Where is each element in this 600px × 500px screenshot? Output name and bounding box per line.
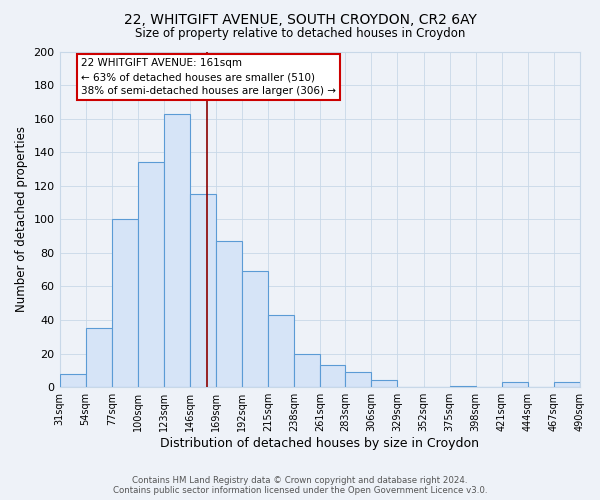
Bar (164, 114, 190, 387)
Bar (190, 194, 216, 387)
Bar (86, 328, 112, 387)
Bar (216, 241, 242, 387)
Text: Size of property relative to detached houses in Croydon: Size of property relative to detached ho… (135, 28, 465, 40)
Text: Contains HM Land Registry data © Crown copyright and database right 2024.: Contains HM Land Registry data © Crown c… (132, 476, 468, 485)
Bar (138, 162, 164, 387)
Bar (112, 220, 138, 387)
Y-axis label: Number of detached properties: Number of detached properties (15, 126, 28, 312)
Text: 22 WHITGIFT AVENUE: 161sqm
← 63% of detached houses are smaller (510)
38% of sem: 22 WHITGIFT AVENUE: 161sqm ← 63% of deta… (81, 58, 336, 96)
Bar (449, 386, 476, 387)
X-axis label: Distribution of detached houses by size in Croydon: Distribution of detached houses by size … (160, 437, 479, 450)
Bar (371, 380, 397, 387)
Bar (320, 366, 345, 387)
Bar (345, 372, 371, 387)
Bar (268, 315, 294, 387)
Bar (294, 354, 320, 387)
Bar (59, 374, 86, 387)
Bar (502, 382, 528, 387)
Bar (554, 382, 580, 387)
Text: Contains public sector information licensed under the Open Government Licence v3: Contains public sector information licen… (113, 486, 487, 495)
Text: 22, WHITGIFT AVENUE, SOUTH CROYDON, CR2 6AY: 22, WHITGIFT AVENUE, SOUTH CROYDON, CR2 … (124, 12, 476, 26)
Bar (242, 272, 268, 387)
